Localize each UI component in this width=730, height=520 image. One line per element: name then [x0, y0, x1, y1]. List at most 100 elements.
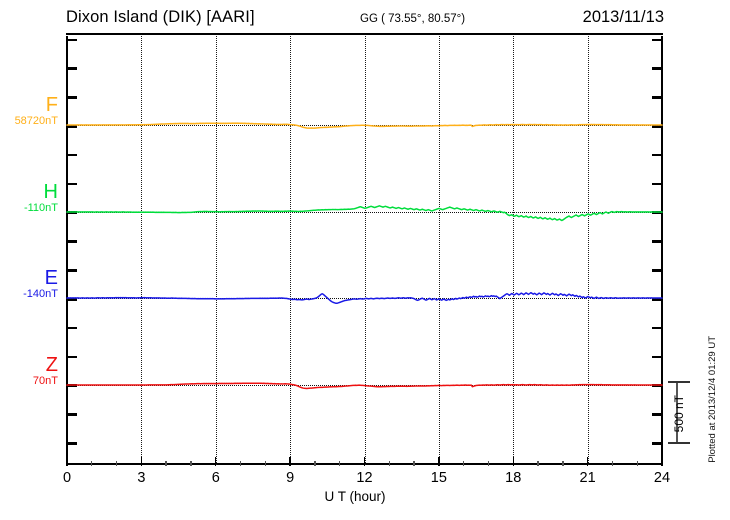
x-tick-label-12: 12 [356, 470, 373, 486]
x-tick-0 [66, 457, 68, 466]
x-tick-5 [190, 461, 192, 466]
y-tick-l-43 [68, 442, 77, 445]
geographic-coordinates: GG ( 73.55°, 80.57°) [360, 13, 466, 25]
x-tick-13 [388, 461, 390, 466]
y-tick-r-5 [652, 96, 661, 99]
y-axis-right [661, 36, 663, 465]
y-tick-l-14 [68, 183, 77, 186]
series-label-H: H -110nT [2, 182, 58, 215]
gridline-9h [290, 36, 292, 465]
x-tick-8 [264, 461, 267, 466]
y-tick-l-3 [68, 68, 77, 70]
y-tick-l-22 [68, 241, 77, 243]
observation-date: 2013/11/13 [582, 8, 664, 26]
x-tick-1 [91, 461, 93, 466]
x-tick-18 [512, 457, 514, 466]
scale-bar-bottom-cap [668, 442, 690, 444]
x-tick-label-9: 9 [286, 470, 295, 486]
x-tick-23 [636, 461, 638, 466]
x-tick-19 [537, 461, 539, 466]
series-label-E: E -140nT [2, 268, 58, 301]
trace-Z [66, 382, 663, 390]
x-tick-10 [314, 461, 316, 466]
series-baseline-value-Z: 70nT [32, 375, 58, 387]
x-tick-24 [661, 457, 663, 466]
y-tick-r-39 [652, 385, 661, 387]
y-tick-r-30 [652, 298, 661, 301]
y-tick-l-8 [68, 125, 77, 128]
x-tick-label-0: 0 [62, 470, 72, 486]
y-tick-l-1 [68, 39, 77, 42]
x-tick-label-18: 18 [505, 470, 522, 486]
y-tick-l-30 [68, 298, 77, 301]
y-tick-l-11 [68, 154, 77, 157]
gridline-15h [438, 36, 440, 465]
series-label-F: F 58720nT [2, 95, 58, 128]
series-letter-Z: Z [45, 354, 58, 376]
scale-bar-label: 500 nT [672, 395, 686, 433]
series-baseline-value-H: -110nT [23, 202, 58, 214]
y-tick-r-36 [652, 356, 661, 359]
y-tick-r-26 [652, 269, 661, 272]
y-tick-r-8 [652, 125, 661, 128]
x-tick-15 [438, 457, 440, 466]
y-tick-l-36 [68, 356, 77, 359]
y-tick-l-5 [68, 96, 77, 99]
plot-area [66, 36, 663, 466]
y-tick-r-43 [652, 442, 661, 445]
y-tick-l-33 [68, 327, 77, 330]
x-tick-12 [363, 457, 366, 466]
trace-layer [66, 122, 663, 390]
series-letter-F: F [45, 94, 58, 116]
x-tick-7 [239, 461, 242, 466]
series-letter-E: E [44, 267, 58, 289]
series-baseline-value-E: -140nT [23, 288, 58, 300]
scale-bar-top-cap [668, 381, 690, 383]
gridline-12h [364, 36, 366, 465]
x-tick-label-15: 15 [430, 470, 447, 486]
gridline-21h [587, 36, 589, 465]
x-tick-14 [413, 461, 415, 466]
x-tick-label-21: 21 [579, 470, 596, 486]
series-baseline-value-F: 58720nT [14, 115, 58, 127]
y-tick-l-26 [68, 269, 77, 272]
x-tick-4 [165, 461, 167, 466]
x-tick-label-6: 6 [211, 470, 220, 486]
x-tick-6 [215, 457, 217, 466]
plotted-at-timestamp: Plotted at 2013/12/4 01:29 UT [707, 336, 718, 463]
header-divider [66, 33, 663, 35]
x-axis-title: U T (hour) [0, 489, 730, 504]
x-tick-9 [289, 457, 291, 466]
x-tick-16 [462, 461, 465, 466]
scale-bar [676, 382, 678, 444]
baseline-H [66, 212, 663, 213]
y-tick-r-41 [652, 413, 661, 416]
trace-E [66, 291, 663, 305]
y-tick-l-39 [68, 385, 77, 387]
x-tick-21 [586, 457, 589, 466]
series-letter-H: H [43, 181, 58, 203]
y-tick-r-1 [652, 39, 661, 42]
trace-F [66, 122, 663, 129]
x-tick-label-24: 24 [653, 470, 671, 486]
y-tick-l-18 [68, 212, 77, 215]
x-axis-title-text: U T (hour) [324, 489, 386, 504]
y-tick-r-14 [652, 183, 661, 186]
gridline-3h [141, 36, 143, 465]
y-axis-left [66, 36, 68, 465]
x-tick-3 [140, 457, 143, 466]
x-tick-2 [115, 461, 118, 466]
gridline-18h [513, 36, 515, 465]
y-tick-r-22 [652, 241, 661, 243]
y-tick-l-41 [68, 413, 77, 416]
series-label-Z: Z 70nT [2, 355, 58, 388]
x-tick-22 [611, 461, 614, 466]
x-tick-17 [487, 461, 490, 466]
y-tick-r-11 [652, 154, 661, 157]
y-tick-r-3 [652, 68, 661, 70]
y-tick-r-18 [652, 212, 661, 215]
x-tick-20 [562, 461, 564, 466]
gridline-6h [215, 36, 217, 465]
x-tick-label-3: 3 [137, 470, 146, 486]
